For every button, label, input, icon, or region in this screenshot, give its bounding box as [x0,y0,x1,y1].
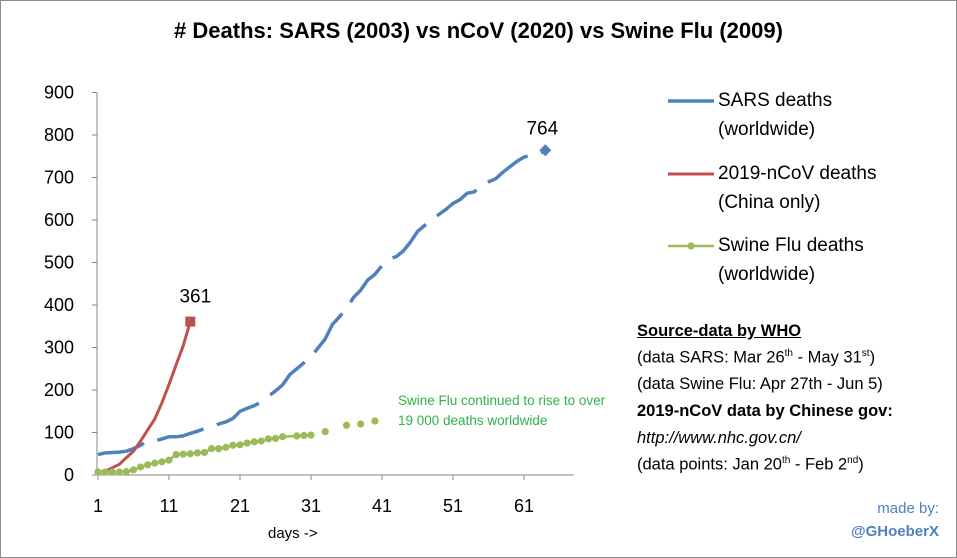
series-point-swine [243,439,251,447]
x-tick-label: 11 [160,496,179,516]
source-url: http://www.nhc.gov.cn/ [637,429,801,447]
source-sars-sup2: st [861,348,870,359]
series-point-swine [101,468,109,476]
legend-sars-line2: (worldwide) [718,119,816,140]
y-tick-label: 0 [64,465,74,485]
series-point-swine [186,450,194,458]
x-tick-label: 1 [93,496,103,516]
legend-label-sars: SARS deaths (worldwide) [718,86,948,144]
series-line-sars [97,148,547,457]
source-gov-heading: 2019-nCoV data by Chinese gov: [637,402,893,420]
series-point-swine [172,451,180,459]
series-point-swine [158,458,166,466]
y-tick-label: 400 [44,295,74,315]
legend-swatch-swine-marker [687,242,695,250]
series-point-swine [371,417,379,425]
legend-label-swine: Swine Flu deaths (worldwide) [718,231,948,289]
series-point-swine [250,438,258,446]
x-axis-label: days -> [268,525,318,542]
x-tick-label: 61 [514,496,534,516]
series-point-swine [271,434,280,443]
series-point-swine [300,431,308,440]
source-sars-range: (data SARS: Mar 26th - May 31st) [637,348,875,368]
series-line-ncov [97,321,192,474]
legend-label-ncov: 2019-nCoV deaths (China only) [718,159,948,217]
legend-ncov-line2: (China only) [718,192,821,213]
data-label-sars-end: 764 [526,118,558,139]
legend-swine-line1: Swine Flu deaths [718,235,864,256]
legend-swatches [668,99,714,250]
series-point-swine [307,431,315,439]
series-point-swine [200,448,209,457]
source-points-sup1: th [781,455,791,466]
y-tick-label: 800 [44,125,74,145]
source-points-close: ) [858,455,864,474]
source-sars-sup1: th [784,348,793,359]
series-point-swine [321,428,329,436]
series-point-swine [151,459,159,467]
series-end-marker-ncov [185,316,196,327]
x-tick-label: 21 [230,496,250,516]
series-point-swine [108,468,116,476]
series-point-swine [293,432,301,440]
x-axis: 1 11 21 31 41 51 61 [93,474,574,516]
series-point-swine [215,445,223,453]
source-heading: Source-data by WHO [637,322,802,340]
series-point-swine [137,463,145,471]
legend-ncov-line1: 2019-nCoV deaths [718,163,877,184]
series-point-swine [222,443,230,451]
data-label-ncov-end: 361 [179,287,211,308]
x-tick-label: 31 [301,496,321,516]
source-sars-close: ) [869,348,876,367]
source-points-start: (data points: Jan 20 [637,455,782,474]
series-point-swine [144,461,152,469]
y-tick-label: 300 [44,338,74,358]
y-tick-label: 200 [44,380,74,400]
series-point-swine [165,456,173,464]
series-point-swine [94,468,102,476]
series-point-swine [129,466,138,474]
series-layer: 764 361 [94,118,559,476]
source-sars-start: (data SARS: Mar 26 [637,348,785,367]
series-point-swine [357,420,365,428]
series-point-swine [208,445,216,453]
credit-handle[interactable]: @GHoeberX [851,523,939,540]
y-tick-label: 600 [44,210,74,230]
source-swine-range: (data Swine Flu: Apr 27th - Jun 5) [637,375,883,393]
series-end-marker-sars [539,144,552,157]
source-points-end: - Feb 2 [790,455,848,474]
y-tick-label: 500 [44,253,74,273]
y-tick-label: 100 [44,423,74,443]
chart-title: # Deaths: SARS (2003) vs nCoV (2020) vs … [174,18,783,43]
credit-made-by: made by: [877,500,939,517]
series-point-swine [257,437,265,445]
x-tick-label: 41 [372,496,392,516]
source-points-sup2: nd [847,455,859,466]
x-tick-label: 51 [443,496,463,516]
legend-sars-line1: SARS deaths [718,90,833,111]
series-point-swine [122,468,130,476]
series-point-swine [179,450,187,458]
swine-flu-annotation: Swine Flu continued to rise to over 19 0… [398,393,606,428]
series-point-swine [342,421,351,429]
series-point-swine [115,468,123,476]
y-tick-label: 700 [44,168,74,188]
source-sars-end: - May 31 [793,348,862,367]
series-point-swine [236,441,244,449]
legend-swine-line2: (worldwide) [718,264,816,285]
series-point-swine [264,435,272,443]
series-point-swine [279,433,287,441]
series-point-swine [229,441,237,449]
y-axis: 0 100 200 300 400 500 600 700 800 900 [44,83,98,485]
series-point-swine [193,449,201,457]
source-data-points: (data points: Jan 20th - Feb 2nd) [637,455,864,475]
y-tick-label: 900 [44,83,74,103]
